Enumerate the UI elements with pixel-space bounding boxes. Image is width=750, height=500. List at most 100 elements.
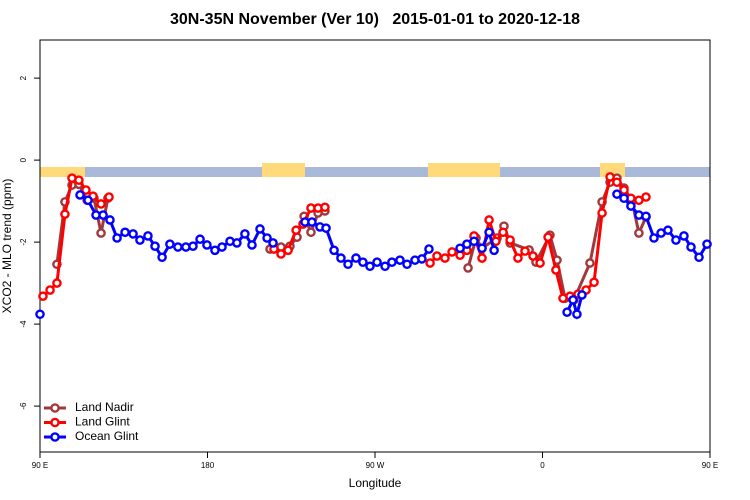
data-point (619, 193, 629, 204)
x-tick-label: 90 W (366, 461, 385, 470)
data-point (505, 235, 515, 245)
data-point (440, 253, 450, 263)
data-point (283, 245, 293, 256)
y-tick-label: -2 (19, 238, 28, 246)
data-point (447, 247, 457, 257)
data-point (686, 242, 696, 252)
data-point (568, 295, 578, 305)
series (38, 172, 651, 304)
data-point (351, 253, 361, 263)
data-point (173, 242, 183, 252)
data-point (307, 217, 317, 227)
data-point (489, 245, 499, 256)
data-point (469, 236, 479, 247)
data-point (395, 255, 405, 265)
data-point (702, 239, 712, 249)
data-point (641, 192, 651, 202)
data-point (387, 257, 397, 267)
data-point (165, 239, 175, 249)
data-point (432, 251, 442, 261)
data-point (484, 227, 494, 238)
legend-marker (50, 417, 60, 428)
data-point (358, 257, 368, 267)
data-point (671, 235, 681, 245)
y-axis-label: XCO2 - MLO trend (ppm) (0, 179, 14, 314)
data-point (663, 225, 673, 236)
y-tick-label: 2 (19, 75, 28, 80)
data-point (268, 238, 278, 248)
data-point (551, 265, 561, 275)
data-point (477, 253, 487, 263)
data-point (104, 192, 114, 202)
data-point (498, 227, 508, 238)
data-point (52, 278, 62, 288)
data-point (336, 253, 346, 263)
data-point (528, 251, 538, 261)
data-point (232, 238, 242, 248)
data-point (247, 240, 257, 250)
data-point (626, 201, 636, 211)
data-point (291, 225, 301, 236)
data-point (45, 285, 55, 295)
y-tick-label: 0 (19, 157, 28, 162)
data-point (463, 263, 473, 273)
data-point (83, 195, 93, 206)
data-point (143, 231, 153, 241)
y-tick-label: -6 (19, 402, 28, 410)
data-point (105, 215, 115, 225)
data-point (38, 291, 48, 302)
land-strip (40, 167, 85, 177)
data-point (306, 227, 316, 238)
data-point (195, 234, 205, 245)
data-point (597, 208, 607, 218)
data-point (455, 243, 465, 254)
chart-title: 30N-35N November (Ver 10) 2015-01-01 to … (170, 11, 580, 28)
data-point (98, 210, 108, 220)
data-point (157, 252, 167, 263)
data-point (562, 307, 572, 318)
land-strip (262, 163, 305, 177)
data-point (477, 243, 487, 254)
y-tick-label: -4 (19, 320, 28, 328)
data-point (577, 290, 587, 300)
data-point (74, 175, 84, 186)
land-strip (428, 163, 500, 177)
series (35, 189, 712, 321)
data-point (424, 244, 434, 254)
x-tick-label: 90 E (32, 461, 48, 470)
data-point (694, 252, 704, 263)
data-point (112, 233, 122, 243)
data-point (150, 241, 160, 252)
data-point (81, 185, 91, 195)
data-point (605, 172, 615, 182)
data-point (75, 190, 85, 200)
data-point (612, 189, 622, 199)
legend-label: Land Nadir (75, 400, 134, 414)
data-point (262, 233, 272, 243)
data-point (276, 249, 286, 259)
data-point (365, 261, 375, 272)
data-point (96, 199, 106, 209)
data-point (612, 177, 622, 188)
data-point (520, 246, 530, 256)
ocean-strip (40, 167, 710, 177)
data-point (649, 233, 659, 243)
data-point (484, 215, 494, 225)
data-point (572, 309, 582, 320)
data-point (513, 253, 523, 263)
x-axis-label: Longitude (349, 476, 402, 490)
data-point (135, 235, 145, 245)
legend-marker (50, 432, 60, 442)
legend-marker (50, 403, 60, 413)
data-point (543, 232, 553, 242)
x-tick-label: 90 E (702, 461, 718, 470)
data-point (202, 240, 212, 250)
data-point (372, 257, 382, 267)
data-point (619, 185, 629, 195)
data-point (120, 227, 130, 238)
legend-label: Land Glint (75, 415, 130, 429)
x-tick-label: 0 (540, 461, 545, 470)
data-point (128, 229, 138, 239)
